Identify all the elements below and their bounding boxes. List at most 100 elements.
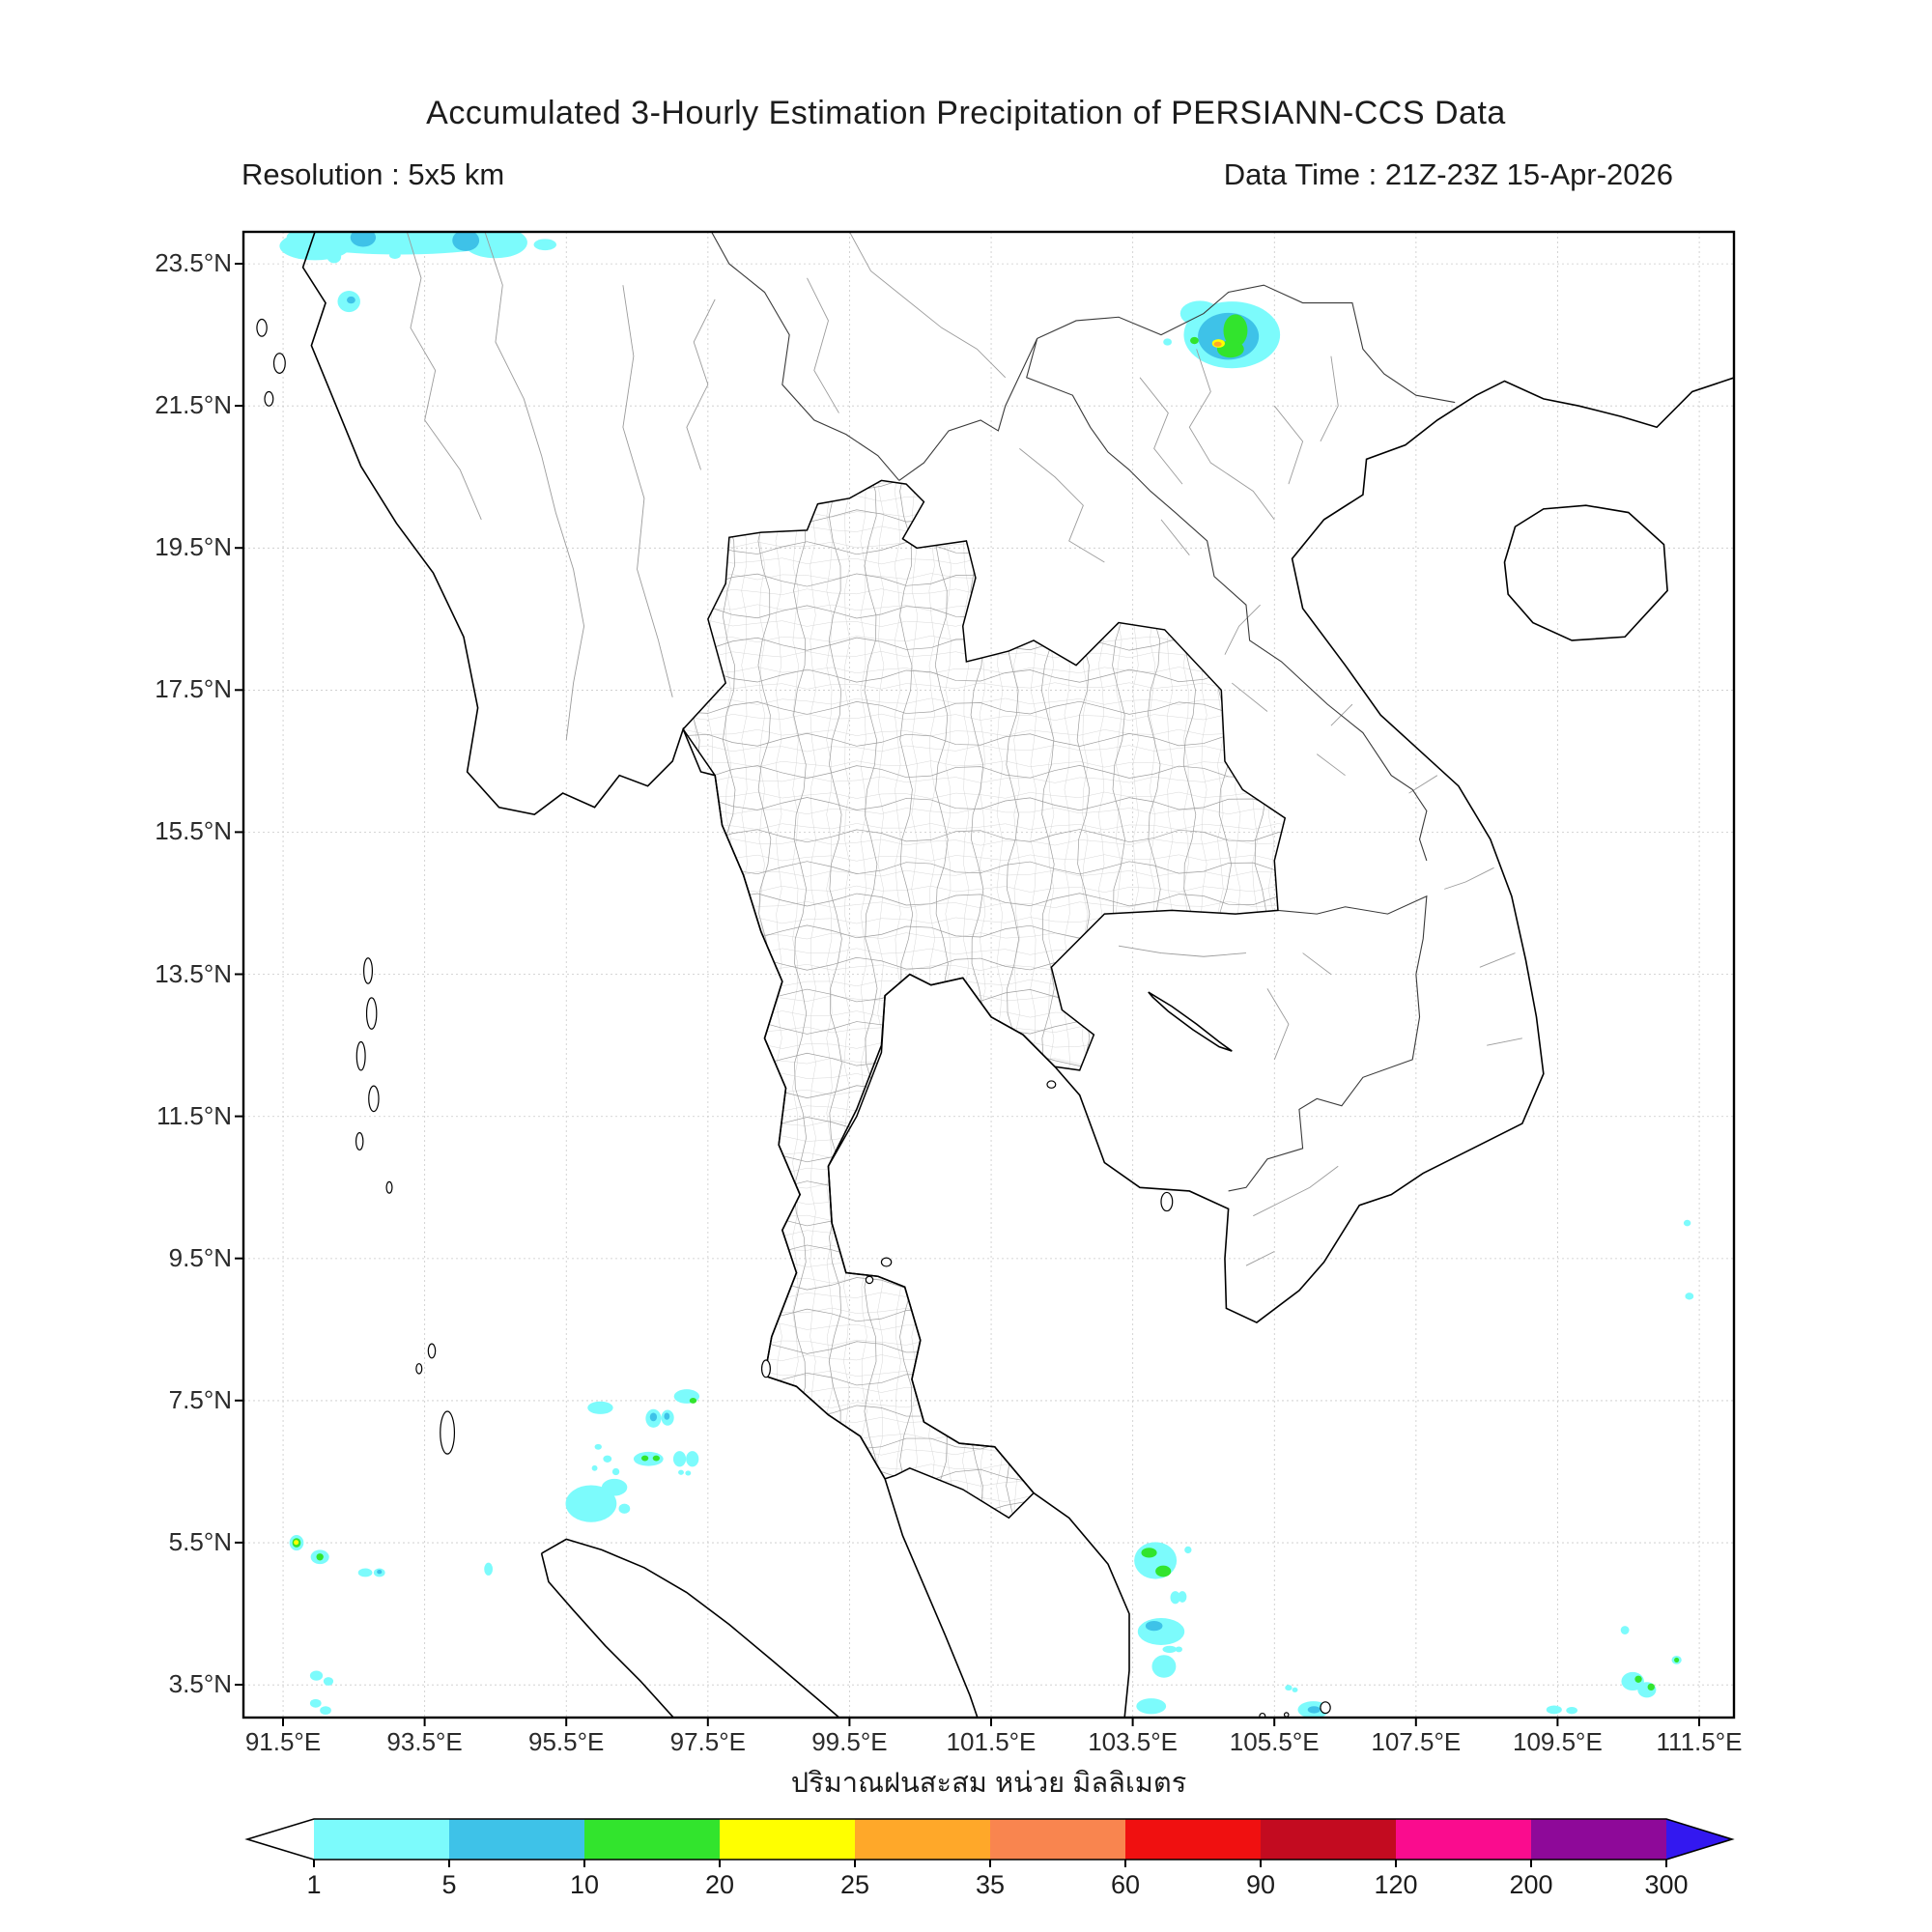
colorbar-segment xyxy=(720,1819,855,1860)
y-tick-label: 7.5°N xyxy=(168,1384,232,1414)
colorbar xyxy=(244,1818,1735,1867)
precip-patch xyxy=(316,1553,324,1561)
y-tick-label: 11.5°N xyxy=(156,1100,232,1130)
thailand-border xyxy=(683,480,1285,1518)
island xyxy=(1161,1192,1173,1210)
colorbar-tick-label: 25 xyxy=(839,1870,870,1899)
colorbar-tick-label: 90 xyxy=(1245,1870,1276,1899)
colorbar-tick-label: 1 xyxy=(306,1870,322,1899)
y-tick-label: 23.5°N xyxy=(155,248,232,277)
precip-patch xyxy=(327,250,342,264)
precip-patch xyxy=(633,1451,664,1466)
island xyxy=(1047,1081,1056,1088)
island xyxy=(274,354,286,374)
precip-patch xyxy=(618,1503,631,1514)
x-tick-label: 95.5°E xyxy=(528,1727,605,1756)
island xyxy=(428,1344,435,1358)
data-time-label: Data Time : 21Z-23Z 15-Apr-2026 xyxy=(1223,157,1673,191)
colorbar-segment xyxy=(584,1819,720,1860)
island xyxy=(881,1258,891,1266)
map-gridlines xyxy=(243,232,1734,1718)
neighbor-admin-lines xyxy=(407,232,1522,1265)
precip-patch xyxy=(309,1698,322,1708)
colorbar-tick-label: 10 xyxy=(569,1870,600,1899)
precip-patch xyxy=(1145,1620,1163,1632)
island xyxy=(364,958,373,983)
y-tick-label: 17.5°N xyxy=(155,674,232,704)
map-geo-area xyxy=(243,232,1735,1718)
precip-patch xyxy=(1137,1618,1185,1645)
y-tick-label: 3.5°N xyxy=(168,1669,232,1698)
colorbar-segment xyxy=(1261,1819,1396,1860)
precip-patch xyxy=(611,1467,620,1476)
precip-patch xyxy=(484,1562,494,1576)
island xyxy=(866,1276,872,1283)
precip-patch xyxy=(389,251,401,259)
y-tick-label: 5.5°N xyxy=(168,1526,232,1556)
precip-patch xyxy=(1674,1657,1680,1662)
island xyxy=(1285,1713,1289,1717)
precip-patch xyxy=(1620,1626,1630,1634)
island xyxy=(416,1364,422,1374)
x-tick-label: 101.5°E xyxy=(946,1727,1037,1756)
colorbar-segment xyxy=(314,1819,449,1860)
x-tick-label: 93.5°E xyxy=(386,1727,463,1756)
colorbar-segment xyxy=(855,1819,990,1860)
x-tick-label: 105.5°E xyxy=(1229,1727,1320,1756)
precip-patch xyxy=(1683,1219,1691,1227)
x-tick-label: 109.5°E xyxy=(1512,1727,1603,1756)
province-boundaries-mesh xyxy=(659,467,1303,1536)
island xyxy=(440,1411,455,1454)
x-tick-label: 99.5°E xyxy=(811,1727,888,1756)
x-tick-label: 97.5°E xyxy=(669,1727,746,1756)
x-tick-label: 103.5°E xyxy=(1088,1727,1178,1756)
precip-patch xyxy=(685,1470,692,1476)
island xyxy=(356,1133,363,1151)
y-tick-label: 19.5°N xyxy=(155,532,232,562)
precip-patch xyxy=(649,1412,658,1422)
resolution-label: Resolution : 5x5 km xyxy=(242,157,505,191)
colorbar-segment xyxy=(1531,1819,1666,1860)
colorbar-segment xyxy=(449,1819,584,1860)
precip-patch xyxy=(377,1570,383,1575)
precip-patch xyxy=(350,232,377,247)
precip-patch xyxy=(320,1706,331,1716)
precip-patch xyxy=(357,1568,373,1577)
colorbar-tick-label: 120 xyxy=(1374,1870,1418,1899)
precip-patch xyxy=(587,1401,613,1414)
y-tick-label: 13.5°N xyxy=(155,958,232,988)
precip-patch xyxy=(1685,1293,1694,1300)
precip-patch xyxy=(1292,1687,1298,1692)
colorbar-tick-label: 5 xyxy=(441,1870,457,1899)
precip-patch xyxy=(1184,1546,1192,1554)
precip-patch xyxy=(1546,1705,1562,1715)
precip-patch xyxy=(1178,1591,1187,1603)
colorbar-segment xyxy=(1396,1819,1531,1860)
colorbar-segment xyxy=(1125,1819,1261,1860)
precip-patch xyxy=(1163,338,1172,346)
precip-patch xyxy=(678,1469,684,1475)
island xyxy=(386,1181,392,1193)
island xyxy=(367,998,377,1029)
precip-patch xyxy=(1175,1646,1182,1653)
country-borders xyxy=(712,232,1456,1191)
precip-patch xyxy=(294,1540,299,1546)
precip-patch xyxy=(323,1677,334,1686)
precip-patch xyxy=(309,1670,324,1681)
precip-patch xyxy=(1136,1698,1167,1715)
precip-patch xyxy=(686,1451,699,1467)
precip-patch xyxy=(1162,1645,1178,1654)
precip-patch xyxy=(533,239,556,251)
colorbar-segment xyxy=(990,1819,1125,1860)
precip-patch xyxy=(1151,1655,1177,1678)
islands xyxy=(257,319,1330,1718)
precip-patch xyxy=(1647,1683,1655,1691)
precip-patch xyxy=(565,1485,617,1522)
precip-patch xyxy=(452,232,480,251)
precip-patch xyxy=(1141,1548,1157,1558)
precip-patch xyxy=(1307,1706,1321,1714)
island xyxy=(369,1086,379,1111)
precip-patch xyxy=(689,1398,697,1404)
precip-patch xyxy=(1285,1685,1293,1691)
